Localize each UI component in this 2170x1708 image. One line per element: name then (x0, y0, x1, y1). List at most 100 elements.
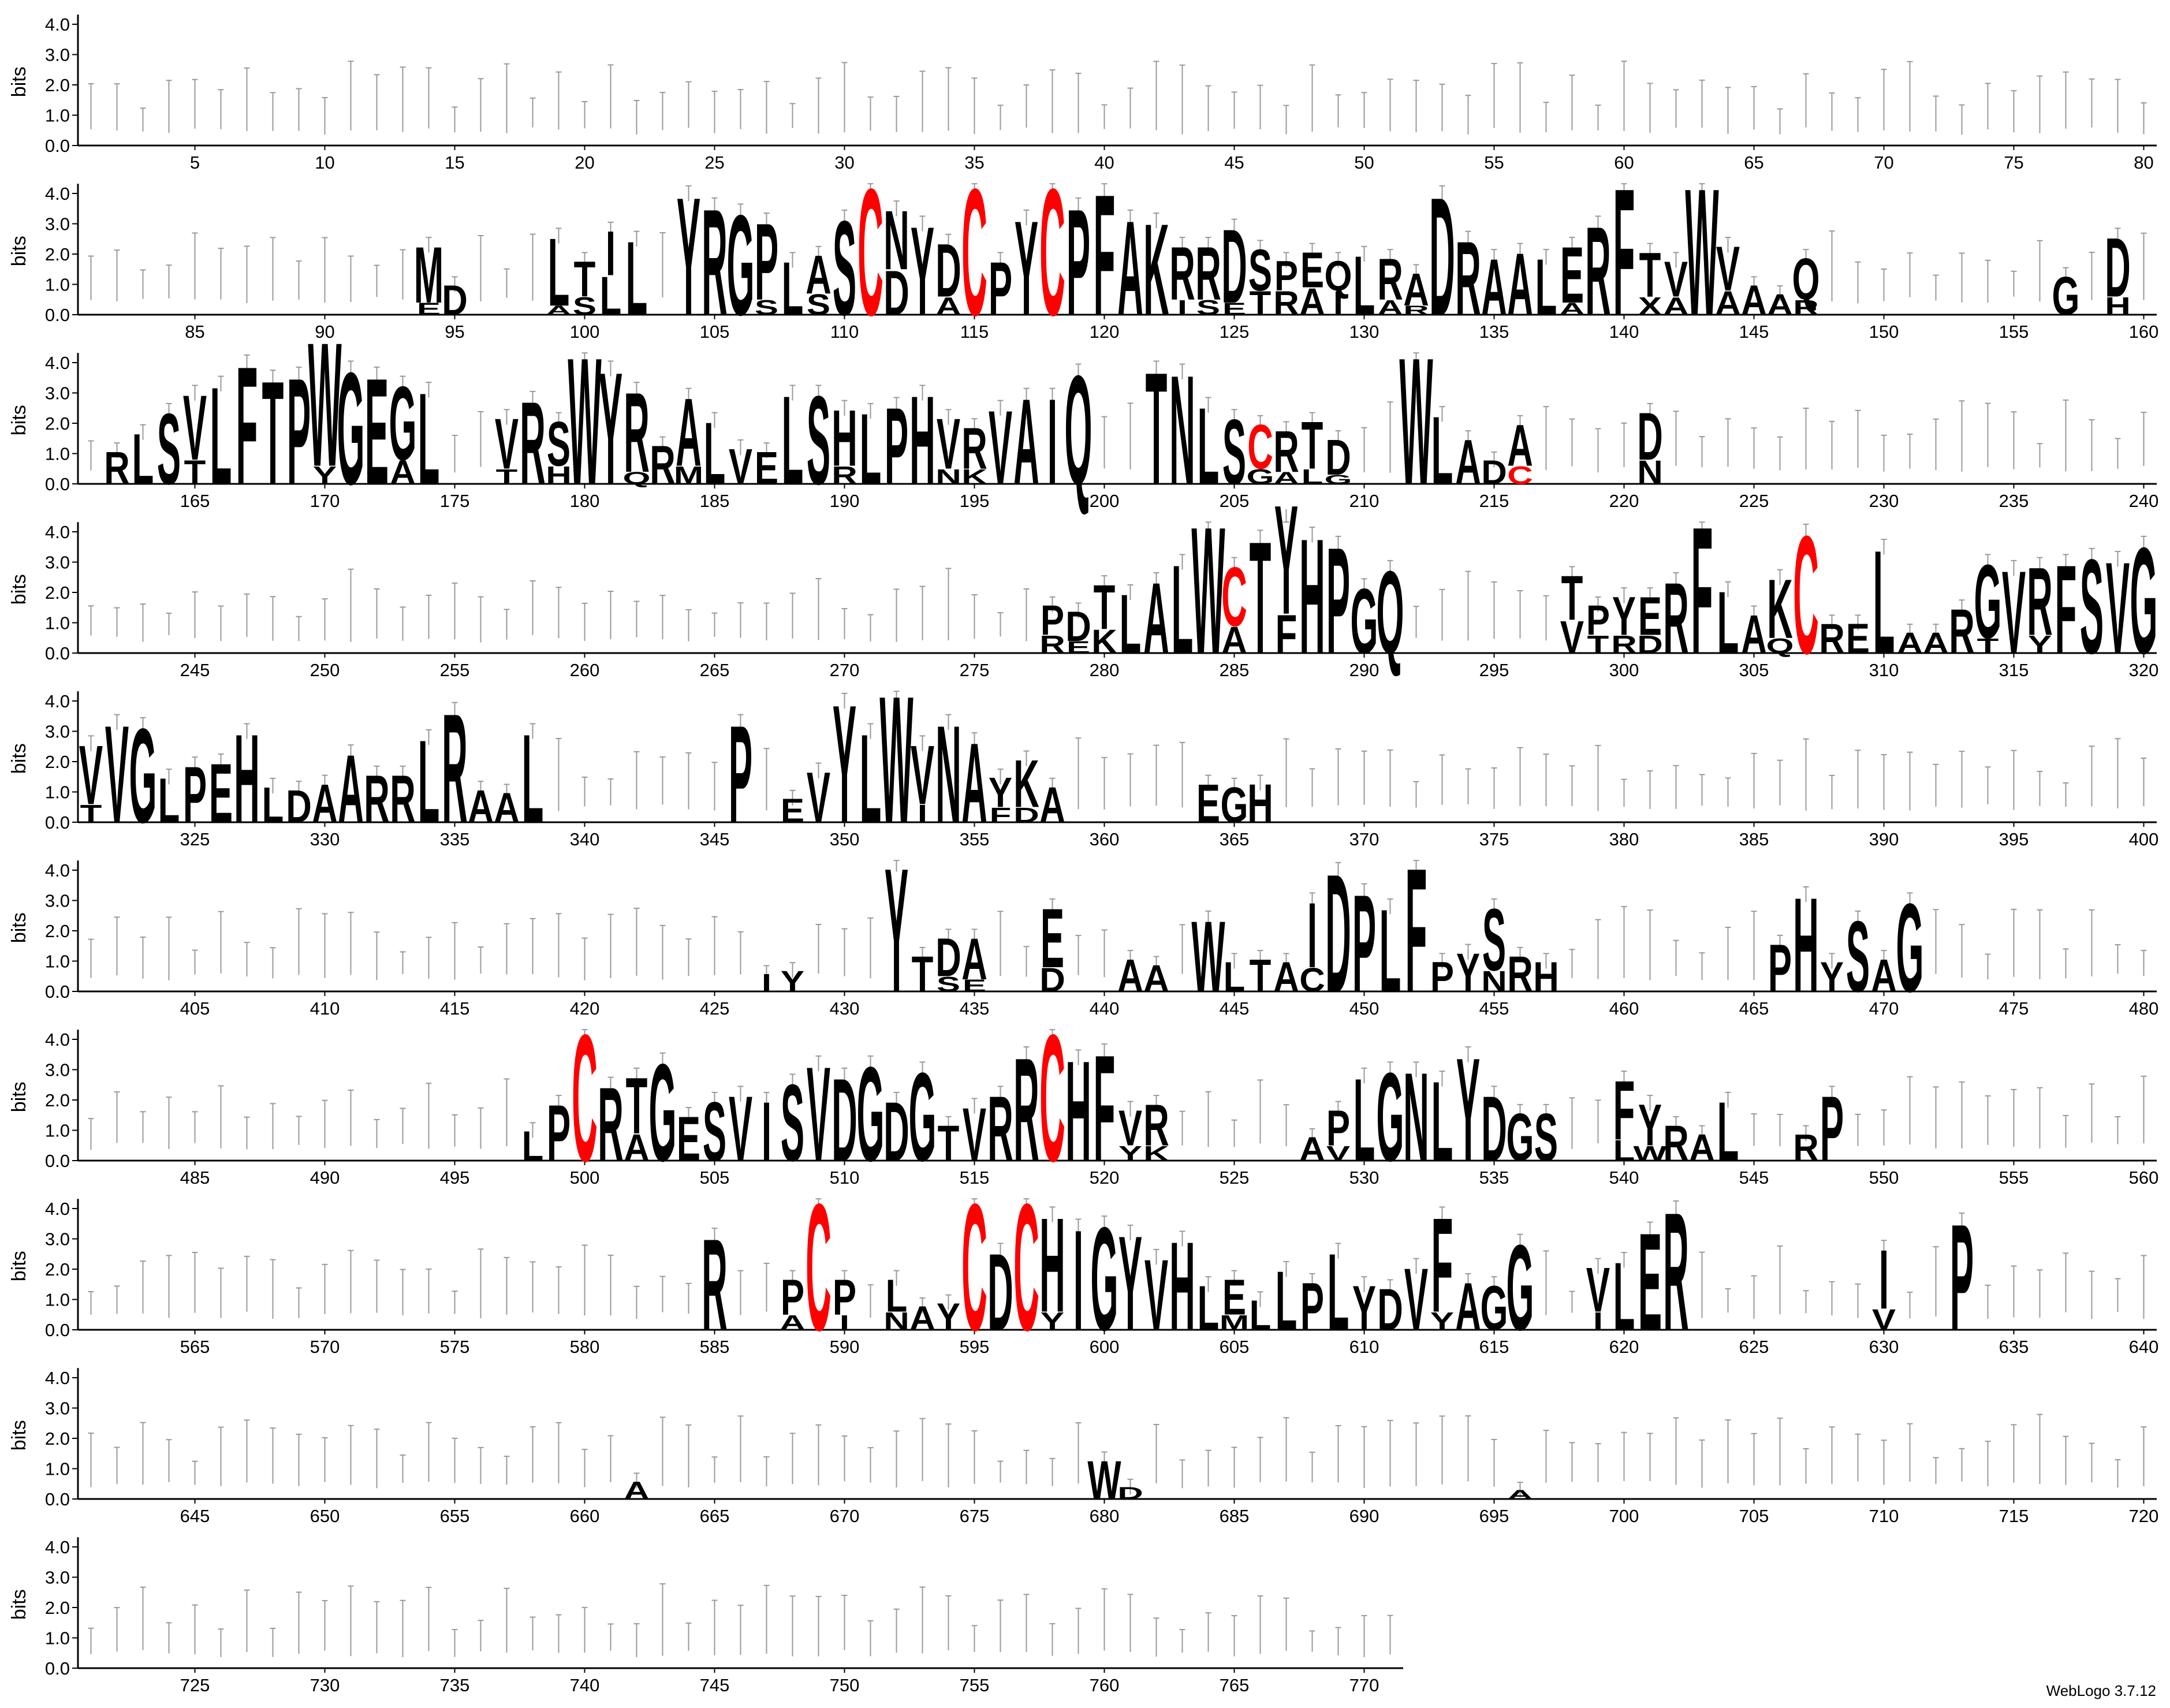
y-axis-label: bits (8, 405, 30, 435)
x-tick-label: 730 (310, 1675, 340, 1695)
y-tick-label: 3.0 (45, 1399, 70, 1419)
residue-letter: V (1664, 251, 1688, 308)
x-tick-label: 115 (960, 322, 989, 342)
residue-letter: V (1716, 233, 1740, 304)
residue-letter: L (600, 266, 622, 326)
residue-letter: L (418, 715, 440, 848)
residue-letter: Q (1766, 634, 1794, 658)
x-tick-label: 395 (1999, 829, 2029, 849)
x-tick-label: 315 (1999, 660, 2029, 680)
y-tick-label: 1.0 (45, 1290, 70, 1310)
residue-letter: I (840, 1311, 849, 1334)
residue-letter: A (1741, 277, 1767, 324)
residue-letter: A (780, 1311, 806, 1334)
residue-letter: A (1871, 950, 1897, 1002)
x-tick-label: 625 (1739, 1337, 1769, 1357)
residue-letter: R (1793, 1127, 1819, 1169)
residue-letter: S (157, 392, 181, 505)
x-tick-label: 655 (440, 1506, 470, 1526)
residue-letter: L (1120, 577, 1142, 671)
residue-letter: F (2055, 540, 2077, 681)
x-tick-label: 305 (1739, 660, 1769, 680)
x-tick-label: 335 (440, 829, 470, 849)
x-tick-label: 555 (1999, 1168, 2029, 1188)
weblogo-credit: WebLogo 3.7.12 (2046, 1682, 2156, 1699)
residue-letter: A (1481, 243, 1507, 332)
x-tick-label: 495 (440, 1168, 470, 1188)
residue-letter: R (1039, 631, 1065, 659)
residue-letter: P (1586, 598, 1610, 644)
residue-letter: L (1172, 540, 1194, 681)
residue-letter: L (1276, 1254, 1297, 1348)
residue-letter: A (1507, 413, 1533, 479)
x-tick-label: 440 (1090, 998, 1120, 1019)
residue-letter: P (1820, 1077, 1844, 1181)
residue-letter: N (1403, 1047, 1429, 1188)
x-tick-label: 750 (830, 1675, 860, 1695)
x-tick-label: 240 (2129, 491, 2159, 511)
x-tick-label: 310 (1869, 660, 1899, 680)
x-tick-label: 105 (700, 322, 730, 342)
residue-letter: E (1041, 891, 1064, 985)
residue-letter: D (987, 1230, 1013, 1353)
residue-letter: R (1663, 1115, 1689, 1172)
x-tick-label: 180 (570, 491, 600, 511)
x-tick-label: 295 (1479, 660, 1509, 680)
x-tick-label: 480 (2129, 998, 2159, 1019)
x-tick-label: 700 (1609, 1506, 1639, 1526)
y-tick-label: 2.0 (45, 1090, 70, 1110)
residue-letter: G (337, 339, 364, 519)
residue-letter: V (729, 438, 752, 495)
residue-letter: A (1273, 954, 1299, 1001)
residue-letter: L (1535, 243, 1557, 332)
residue-letter: S (807, 371, 830, 512)
residue-letter: E (1638, 1205, 1662, 1360)
residue-letter: P (885, 385, 908, 507)
x-tick-label: 280 (1090, 660, 1120, 680)
residue-letter: T (1302, 408, 1323, 483)
residue-letter: H (909, 371, 935, 512)
residue-letter: F (1613, 151, 1635, 353)
y-tick-label: 4.0 (45, 353, 70, 373)
residue-letter: L (132, 419, 154, 499)
residue-letter: A (1299, 281, 1325, 323)
residue-letter: L (262, 777, 284, 833)
residue-letter: V (729, 1077, 752, 1181)
residue-letter: E (755, 442, 778, 494)
residue-letter: K (1143, 1142, 1169, 1165)
residue-letter: S (1534, 1100, 1558, 1175)
residue-letter: L (782, 371, 804, 512)
residue-letter: P (1768, 931, 1792, 1006)
x-tick-label: 430 (830, 998, 860, 1019)
y-tick-label: 2.0 (45, 1259, 70, 1280)
residue-letter: E (1560, 230, 1584, 320)
x-tick-label: 30 (834, 152, 854, 173)
residue-letter: H (1169, 1217, 1195, 1358)
residue-letter: F (1431, 1191, 1453, 1341)
x-tick-label: 525 (1220, 1168, 1250, 1188)
residue-letter: N (1481, 965, 1507, 998)
residue-letter: F (1276, 604, 1297, 665)
x-tick-label: 560 (2129, 1168, 2159, 1188)
residue-letter: R (650, 435, 676, 495)
x-tick-label: 720 (2129, 1506, 2159, 1526)
residue-letter: T (1977, 634, 1999, 658)
residue-letter: K (1767, 562, 1793, 656)
residue-letter: T (262, 351, 284, 516)
residue-letter: E (1067, 638, 1090, 657)
residue-letter: G (648, 1036, 676, 1191)
residue-letter: S (833, 194, 856, 344)
y-tick-label: 0.0 (45, 1320, 70, 1340)
residue-letter: R (1663, 1177, 1689, 1366)
residue-letter: I (1333, 285, 1343, 322)
residue-letter: Y (885, 831, 908, 1029)
x-tick-label: 150 (1869, 322, 1899, 342)
x-tick-label: 375 (1479, 829, 1509, 849)
y-axis-label: bits (8, 66, 30, 97)
residue-letter: E (1638, 586, 1662, 646)
y-tick-label: 0.0 (45, 1151, 70, 1171)
x-tick-label: 40 (1094, 152, 1114, 173)
